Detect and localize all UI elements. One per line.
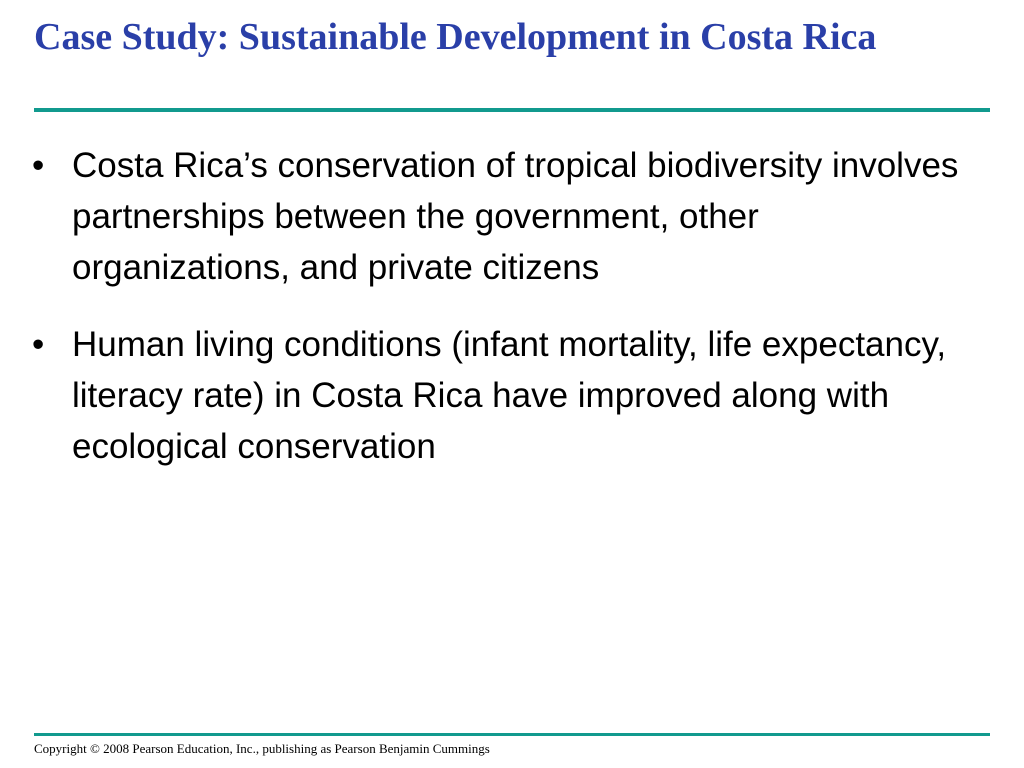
bullet-list: • Costa Rica’s conservation of tropical … xyxy=(30,140,970,498)
bullet-item: • Human living conditions (infant mortal… xyxy=(30,319,970,472)
title-divider xyxy=(34,108,990,112)
bullet-marker: • xyxy=(32,325,45,364)
bullet-item: • Costa Rica’s conservation of tropical … xyxy=(30,140,970,293)
bullet-text: Costa Rica’s conservation of tropical bi… xyxy=(72,146,959,287)
bullet-marker: • xyxy=(32,146,45,185)
bullet-text: Human living conditions (infant mortalit… xyxy=(72,325,947,466)
slide-title: Case Study: Sustainable Development in C… xyxy=(34,16,877,58)
footer-divider xyxy=(34,733,990,736)
copyright-footer: Copyright © 2008 Pearson Education, Inc.… xyxy=(34,741,490,756)
